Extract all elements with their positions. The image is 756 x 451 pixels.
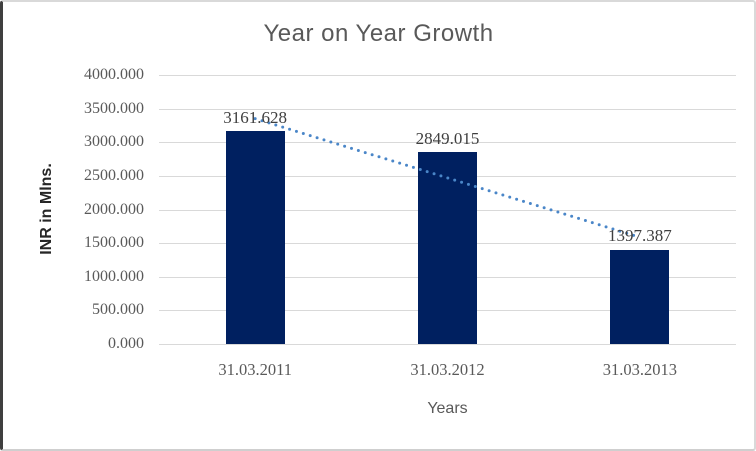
gridline [159, 108, 736, 110]
x-tick-label: 31.03.2013 [602, 360, 677, 379]
x-axis-title: Years [427, 400, 468, 417]
y-tick-label: 4000.000 [84, 66, 144, 83]
y-tick-label: 2000.000 [84, 200, 144, 218]
bar-31.03.2013 [610, 250, 670, 344]
trendline [253, 117, 642, 239]
plot-area: 3161.628 2849.015 1397.387 [159, 75, 736, 345]
y-tick-label: 3000.000 [84, 133, 144, 151]
y-tick-label: 3500.000 [84, 99, 144, 117]
bar-data-label: 3161.628 [223, 107, 288, 127]
y-tick-label: 0.000 [108, 335, 144, 352]
y-axis-tick-labels: 4000.000 3500.000 3000.000 2500.000 2000.000… [3, 66, 144, 352]
gridline [159, 142, 736, 144]
y-tick-label: 1500.000 [84, 234, 144, 252]
bar-31.03.2011 [225, 131, 285, 344]
gridline [159, 344, 736, 345]
x-tick-label: 31.03.2011 [218, 360, 292, 379]
chart-title: Year on Year Growth [263, 20, 494, 47]
bar-data-label: 2849.015 [415, 128, 480, 148]
bar-data-label: 1397.387 [607, 226, 672, 246]
y-tick-label: 500.000 [92, 301, 144, 319]
x-tick-label: 31.03.2012 [410, 360, 485, 379]
y-tick-label: 1000.000 [84, 267, 144, 285]
gridline [159, 75, 736, 76]
y-tick-label: 2500.000 [84, 166, 144, 184]
x-axis-tick-labels: 31.03.2011 31.03.2012 31.03.2013 [159, 360, 736, 382]
